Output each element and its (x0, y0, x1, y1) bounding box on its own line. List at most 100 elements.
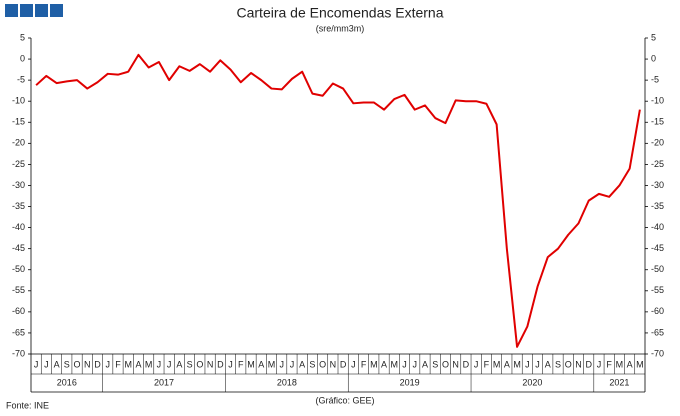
year-label: 2018 (277, 377, 297, 387)
x-tick-label: D (340, 359, 347, 369)
x-tick-label: A (504, 359, 510, 369)
source: Fonte: INE (6, 400, 49, 410)
y-tick-label: -45 (12, 243, 25, 253)
x-tick-label: F (361, 359, 367, 369)
x-tick-label: A (545, 359, 551, 369)
year-label: 2017 (154, 377, 174, 387)
year-label: 2020 (522, 377, 542, 387)
x-tick-label: N (84, 359, 91, 369)
x-tick-label: F (115, 359, 121, 369)
x-tick-label: A (258, 359, 264, 369)
x-tick-label: O (196, 359, 203, 369)
data-line (35, 53, 641, 348)
y2-tick-label: -30 (651, 180, 664, 190)
y-tick-label: -15 (12, 117, 25, 127)
x-tick-label: S (555, 359, 561, 369)
x-tick-label: J (535, 359, 540, 369)
y2-tick-label: 0 (651, 53, 656, 63)
x-tick-label: D (585, 359, 592, 369)
x-tick-label: M (124, 359, 132, 369)
y-tick-label: -20 (12, 138, 25, 148)
x-tick-label: A (299, 359, 305, 369)
x-tick-label: A (627, 359, 633, 369)
x-tick-label: J (597, 359, 602, 369)
x-tick-label: A (54, 359, 60, 369)
x-tick-label: O (74, 359, 81, 369)
x-tick-label: N (207, 359, 214, 369)
x-tick-label: J (351, 359, 356, 369)
y2-tick-label: 5 (651, 32, 656, 42)
x-tick-label: F (238, 359, 244, 369)
x-tick-label: S (309, 359, 315, 369)
x-tick-label: D (217, 359, 224, 369)
y2-tick-label: -55 (651, 285, 664, 295)
x-tick-label: A (135, 359, 141, 369)
x-tick-label: J (106, 359, 111, 369)
y-tick-label: -25 (12, 159, 25, 169)
y2-tick-label: -15 (651, 117, 664, 127)
x-tick-label: F (484, 359, 490, 369)
logo-square (35, 4, 48, 17)
y2-tick-label: -40 (651, 222, 664, 232)
y-tick-label: -30 (12, 180, 25, 190)
y-tick-label: -60 (12, 306, 25, 316)
x-tick-label: F (606, 359, 612, 369)
x-tick-label: M (636, 359, 644, 369)
y-tick-label: -35 (12, 201, 25, 211)
x-tick-label: J (413, 359, 418, 369)
year-label: 2019 (400, 377, 420, 387)
y-tick-label: 5 (20, 32, 25, 42)
chart-title: Carteira de Encomendas Externa (237, 5, 444, 21)
y-tick-label: -10 (12, 96, 25, 106)
x-tick-label: M (493, 359, 501, 369)
logo-square (5, 4, 18, 17)
x-tick-label: A (422, 359, 428, 369)
logo-square (20, 4, 33, 17)
x-tick-label: J (44, 359, 49, 369)
y2-tick-label: -65 (651, 327, 664, 337)
credit: (Gráfico: GEE) (315, 395, 374, 405)
x-tick-label: J (279, 359, 284, 369)
y-tick-label: -65 (12, 327, 25, 337)
x-tick-label: J (157, 359, 162, 369)
x-tick-label: M (513, 359, 521, 369)
y-tick-label: -70 (12, 348, 25, 358)
y2-tick-label: -20 (651, 138, 664, 148)
y-tick-label: -5 (17, 75, 25, 85)
y2-tick-label: -45 (651, 243, 664, 253)
x-tick-label: J (402, 359, 407, 369)
x-tick-label: J (167, 359, 172, 369)
x-tick-label: A (381, 359, 387, 369)
x-tick-label: M (268, 359, 276, 369)
y-tick-label: -40 (12, 222, 25, 232)
y2-tick-label: -60 (651, 306, 664, 316)
x-tick-label: A (176, 359, 182, 369)
x-tick-label: S (432, 359, 438, 369)
x-tick-label: O (565, 359, 572, 369)
y2-tick-label: -25 (651, 159, 664, 169)
logo-square (50, 4, 63, 17)
y2-tick-label: -50 (651, 264, 664, 274)
x-tick-label: N (452, 359, 459, 369)
y2-tick-label: -10 (651, 96, 664, 106)
y2-tick-label: -70 (651, 348, 664, 358)
x-tick-label: M (616, 359, 624, 369)
y2-tick-label: -5 (651, 75, 659, 85)
y-tick-label: 0 (20, 53, 25, 63)
x-tick-label: J (34, 359, 39, 369)
x-tick-label: J (228, 359, 233, 369)
x-tick-label: M (247, 359, 255, 369)
x-tick-label: S (187, 359, 193, 369)
y-tick-label: -55 (12, 285, 25, 295)
x-tick-label: D (463, 359, 470, 369)
chart-subtitle: (sre/mm3m) (316, 23, 365, 33)
x-tick-label: M (391, 359, 399, 369)
x-tick-label: N (330, 359, 337, 369)
x-tick-label: D (94, 359, 101, 369)
x-tick-label: O (319, 359, 326, 369)
x-tick-label: J (474, 359, 479, 369)
x-tick-label: M (145, 359, 153, 369)
x-tick-label: J (290, 359, 295, 369)
y2-tick-label: -35 (651, 201, 664, 211)
